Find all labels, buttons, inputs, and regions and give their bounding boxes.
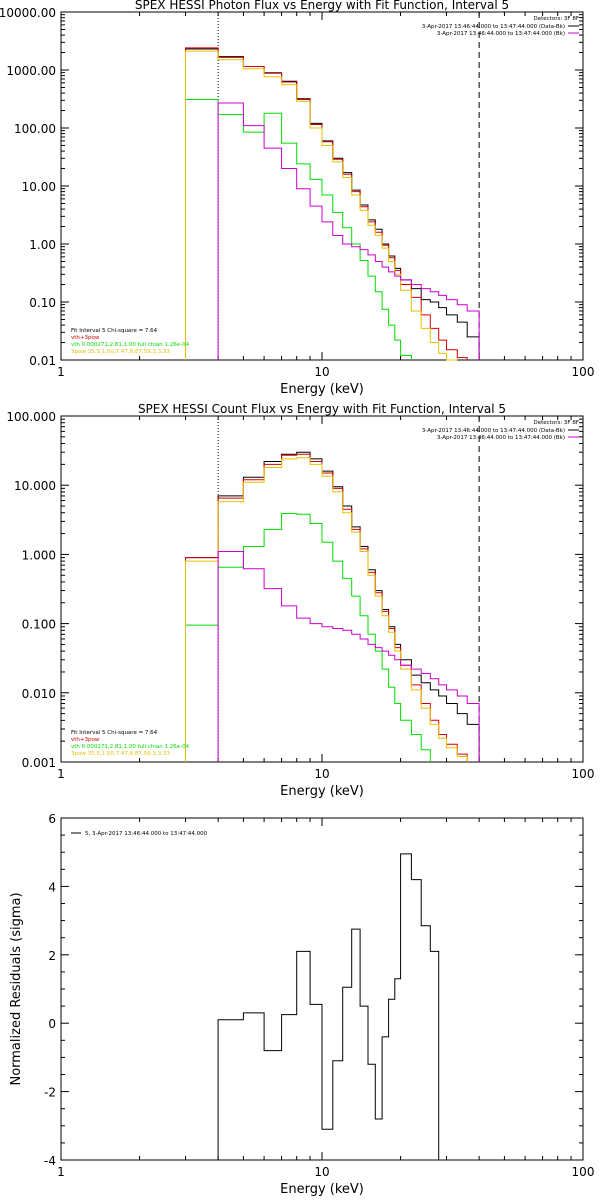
y-tick-label: 0.010 [22,687,56,701]
legend-entry: 5, 3-Apr-2017 13:46:44.000 to 13:47:44.0… [85,831,208,837]
y-tick-label: -4 [44,1154,56,1168]
legend-header: Detectors: 3F 8F [533,16,579,22]
panel-2 [60,415,584,763]
y-tick-label: 0 [48,1017,56,1031]
series-line [185,457,468,762]
series-line [217,551,480,762]
x-tick-label: 100 [572,767,595,781]
legend-entry: 3-Apr-2017 13:46:44.000 to 13:47:44.000 … [422,24,565,30]
fit-info-line: Fit Interval 5 Chi-square = 7.64 [71,730,158,736]
series-data-bk [185,451,480,762]
legend-entry: 3-Apr-2017 13:46:44.000 to 13:47:44.000 … [437,31,565,37]
y-tick-label: 1.000 [22,548,56,562]
y-tick-label: 0.01 [29,354,56,368]
x-axis-label: Energy (keV) [280,382,364,397]
fit-info-line: Fit Interval 5 Chi-square = 7.64 [71,328,158,334]
y-tick-label: 2 [48,949,56,963]
series-vth [185,513,431,762]
series-line [185,451,480,762]
x-tick-label: 100 [572,1165,595,1179]
series-line [185,453,468,762]
x-tick-label: 1 [57,1165,65,1179]
x-axis-label: Energy (keV) [280,1182,364,1197]
legend-header: Detectors: 3F 8F [533,420,579,426]
panel-3 [60,817,584,1161]
legend-entry: 3-Apr-2017 13:46:44.000 to 13:47:44.000 … [422,428,565,434]
y-tick-label: 0.100 [22,618,56,632]
fit-info-line: 3pow 35.5,1.50,7.47,8.87,59.3,3.33 [71,349,170,355]
series-vth-3pow [185,47,468,360]
chart-title: SPEX HESSI Photon Flux vs Energy with Fi… [135,0,509,12]
series-5 [217,853,440,1160]
y-tick-label: 10.00 [22,180,56,194]
series-3pow [185,457,468,762]
legend-entry: 3-Apr-2017 13:46:44.000 to 13:47:44.000 … [437,435,565,441]
y-tick-label: 4 [48,880,56,894]
y-tick-label: 100.000 [6,410,56,424]
y-tick-label: 0.001 [22,756,56,770]
x-tick-label: 100 [572,365,595,379]
x-tick-label: 10 [314,365,329,379]
series-line [185,47,468,360]
series-3pow [185,50,458,361]
y-tick-label: 10000.00 [0,6,56,20]
y-tick-label: 10.000 [14,479,56,493]
series-vth-3pow [185,453,468,762]
x-tick-label: 1 [57,365,65,379]
fit-info-line: vth 0.000271,2.81,1.00 full chian 1.26e-… [71,342,190,348]
fit-info-line: vth+3pow [71,335,100,341]
panel-1 [60,11,584,361]
y-tick-label: 1000.00 [6,64,56,78]
x-axis-label: Energy (keV) [280,784,364,799]
y-tick-label: 100.00 [14,122,56,136]
x-tick-label: 1 [57,767,65,781]
chart-title: SPEX HESSI Count Flux vs Energy with Fit… [138,402,506,416]
y-tick-label: 0.10 [29,296,56,310]
series-bk [217,102,480,360]
series-line [185,513,431,762]
fit-info-line: vth 0.000271,2.81,1.00 full chian 1.26e-… [71,744,190,750]
fit-info-line: 3pow 35.5,1.50,7.47,8.87,59.3,3.33 [71,751,170,757]
series-line [217,853,440,1160]
series-line [185,50,458,361]
series-vth [185,99,412,360]
x-tick-label: 10 [314,767,329,781]
y-tick-label: -2 [44,1086,56,1100]
fit-info-line: vth+3pow [71,737,100,743]
y-tick-label: 1.00 [29,238,56,252]
series-bk [217,551,480,762]
series-line [185,99,412,360]
y-axis-label: Normalized Residuals (sigma) [9,892,24,1085]
x-tick-label: 10 [314,1165,329,1179]
series-line [217,102,480,360]
y-tick-label: 6 [48,812,56,826]
